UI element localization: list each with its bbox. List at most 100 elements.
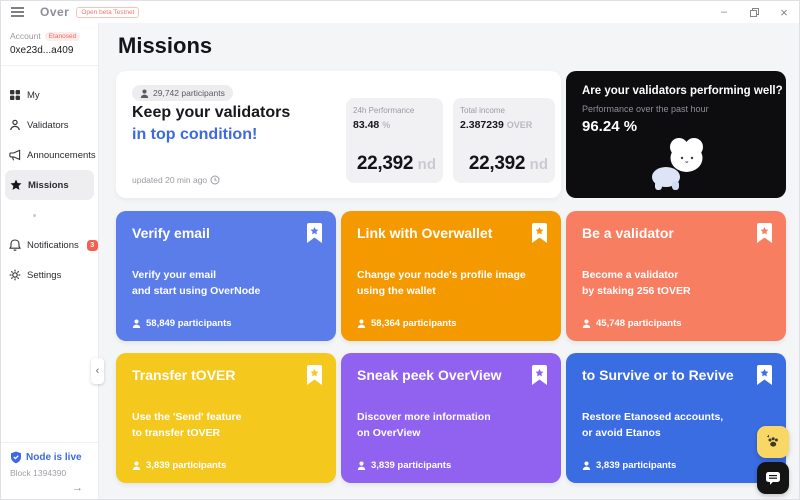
megaphone-icon: [9, 149, 21, 161]
close-button[interactable]: ×: [780, 4, 788, 20]
mission-participants: 3,839 participants: [132, 460, 226, 471]
mission-card-survive-or-revive[interactable]: to Survive or to Revive Restore Etanosed…: [566, 353, 786, 483]
mission-body-line: using the wallet: [357, 285, 436, 298]
missions-grid: Verify email Verify your email and start …: [116, 211, 786, 483]
account-section[interactable]: Account Etanosed 0xe23d...a409: [1, 23, 98, 66]
mission-body-line: Change your node's profile image: [357, 269, 526, 281]
sidebar-collapse-button[interactable]: ‹: [91, 358, 104, 384]
mission-description: Discover more information on OverView: [357, 409, 491, 442]
stat-value: 2.387239: [460, 119, 504, 131]
sidebar-item-announcements[interactable]: Announcements: [1, 140, 98, 170]
account-address[interactable]: 0xe23d...a409: [10, 45, 74, 56]
performance-card: Are your validators performing well? Per…: [566, 71, 786, 198]
minimize-button[interactable]: –: [720, 6, 728, 18]
sidebar-item-label: Validators: [27, 119, 69, 131]
mission-card-sneak-peek-overview[interactable]: Sneak peek OverView Discover more inform…: [341, 353, 561, 483]
mission-title: Be a validator: [582, 225, 674, 241]
clock-icon: [210, 175, 220, 185]
sidebar-item-missions[interactable]: Missions: [5, 170, 94, 200]
performance-title: Are your validators performing well?: [582, 85, 783, 97]
person-icon: [582, 319, 591, 328]
app-logo: Over: [40, 5, 70, 19]
person-icon: [132, 461, 141, 470]
mission-title: Verify email: [132, 225, 210, 241]
stat-label: Total income: [460, 106, 505, 115]
hero-card: 29,742 participants Keep your validators…: [116, 71, 561, 198]
mission-description: Restore Etanosed accounts, or avoid Etano…: [582, 409, 723, 442]
stat-unit: %: [382, 120, 391, 130]
restore-icon: [749, 7, 759, 17]
mission-body-line: and start using OverNode: [132, 285, 261, 298]
participants-count: 29,742 participants: [153, 88, 225, 98]
sidebar-item-notifications[interactable]: Notifications 3: [1, 230, 98, 260]
mission-card-transfer-tover[interactable]: Transfer tOVER Use the 'Send' feature to …: [116, 353, 336, 483]
sidebar-item-my[interactable]: My: [1, 80, 98, 110]
mission-participants-count: 3,839 participants: [371, 460, 452, 471]
hero-title-line1: Keep your validators: [132, 104, 291, 121]
stat-amount: 22,392: [356, 153, 414, 174]
mission-participants-count: 58,364 participants: [371, 318, 457, 329]
expand-arrow[interactable]: →: [72, 482, 83, 494]
mission-participants-count: 58,849 participants: [146, 318, 232, 329]
mission-participants: 45,748 participants: [582, 318, 682, 329]
mission-description: Become a validator by staking 256 tOVER: [582, 267, 691, 300]
stat-amount: 22,392: [468, 153, 526, 174]
mission-body-line: Use the 'Send' feature: [132, 411, 242, 423]
mission-card-verify-email[interactable]: Verify email Verify your email and start …: [116, 211, 336, 341]
person-icon: [357, 461, 366, 470]
bookmark-icon[interactable]: [757, 365, 772, 390]
mission-title: to Survive or to Revive: [582, 367, 734, 383]
performance-subtitle: Performance over the past hour: [582, 104, 709, 114]
mission-body-line: Restore Etanosed accounts,: [582, 411, 724, 423]
sidebar: Account Etanosed 0xe23d...a409 My Valida…: [1, 23, 99, 499]
stat-unit: OVER: [506, 120, 533, 130]
hero-title-line2: in top condition!: [132, 126, 258, 143]
chat-icon: [766, 471, 780, 485]
mission-body-line: Verify your email: [132, 269, 217, 281]
mission-description: Change your node's profile image using th…: [357, 267, 526, 300]
sidebar-item-settings[interactable]: Settings: [1, 260, 98, 290]
mission-title: Link with Overwallet: [357, 225, 493, 241]
mission-participants-count: 3,839 participants: [146, 460, 227, 471]
bookmark-icon[interactable]: [307, 223, 322, 248]
titlebar: Over Open beta Testnet – ×: [1, 1, 799, 23]
account-status-badge: Etanosed: [44, 31, 81, 41]
mission-body-line: Discover more information: [357, 411, 491, 423]
person-icon: [140, 88, 149, 98]
sidebar-item-label: My: [27, 89, 40, 101]
sidebar-item-label: Announcements: [27, 149, 96, 161]
mission-participants: 3,839 participants: [582, 460, 676, 471]
account-label: Account: [10, 31, 41, 41]
mission-body-line: on OverView: [357, 427, 421, 440]
notifications-count-badge: 3: [86, 239, 98, 251]
pet-button[interactable]: [757, 426, 789, 458]
block-number: Block 1394390: [10, 468, 67, 478]
chat-button[interactable]: [757, 462, 789, 494]
bookmark-icon[interactable]: [532, 223, 547, 248]
sidebar-divider-dot: [1, 200, 98, 230]
bookmark-icon[interactable]: [307, 365, 322, 390]
beta-badge: Open beta Testnet: [76, 6, 140, 18]
bookmark-icon[interactable]: [757, 223, 772, 248]
mission-card-be-validator[interactable]: Be a validator Become a validator by stak…: [566, 211, 786, 341]
performance-value: 96.24 %: [582, 118, 638, 135]
mission-body-line: by staking 256 tOVER: [582, 285, 691, 298]
mission-body-line: or avoid Etanos: [582, 427, 661, 440]
maximize-button[interactable]: [739, 1, 769, 23]
mission-card-link-overwallet[interactable]: Link with Overwallet Change your node's …: [341, 211, 561, 341]
mission-participants: 3,839 participants: [357, 460, 451, 471]
paw-icon: [767, 434, 778, 447]
bell-icon: [9, 239, 21, 251]
sidebar-item-validators[interactable]: Validators: [1, 110, 98, 140]
hamburger-menu-icon[interactable]: [11, 7, 24, 17]
sidebar-item-label: Missions: [28, 179, 69, 191]
stat-total-income: Total income 2.387239 OVER 22,392 nd: [453, 98, 555, 183]
grid-icon: [10, 90, 20, 100]
updated-timestamp: updated 20 min ago: [132, 175, 220, 185]
gear-icon: [9, 269, 21, 281]
mission-title: Transfer tOVER: [132, 367, 236, 383]
mission-participants: 58,849 participants: [132, 318, 232, 329]
bookmark-icon[interactable]: [532, 365, 547, 390]
node-status-section: Node is live Block 1394390 →: [1, 442, 98, 494]
